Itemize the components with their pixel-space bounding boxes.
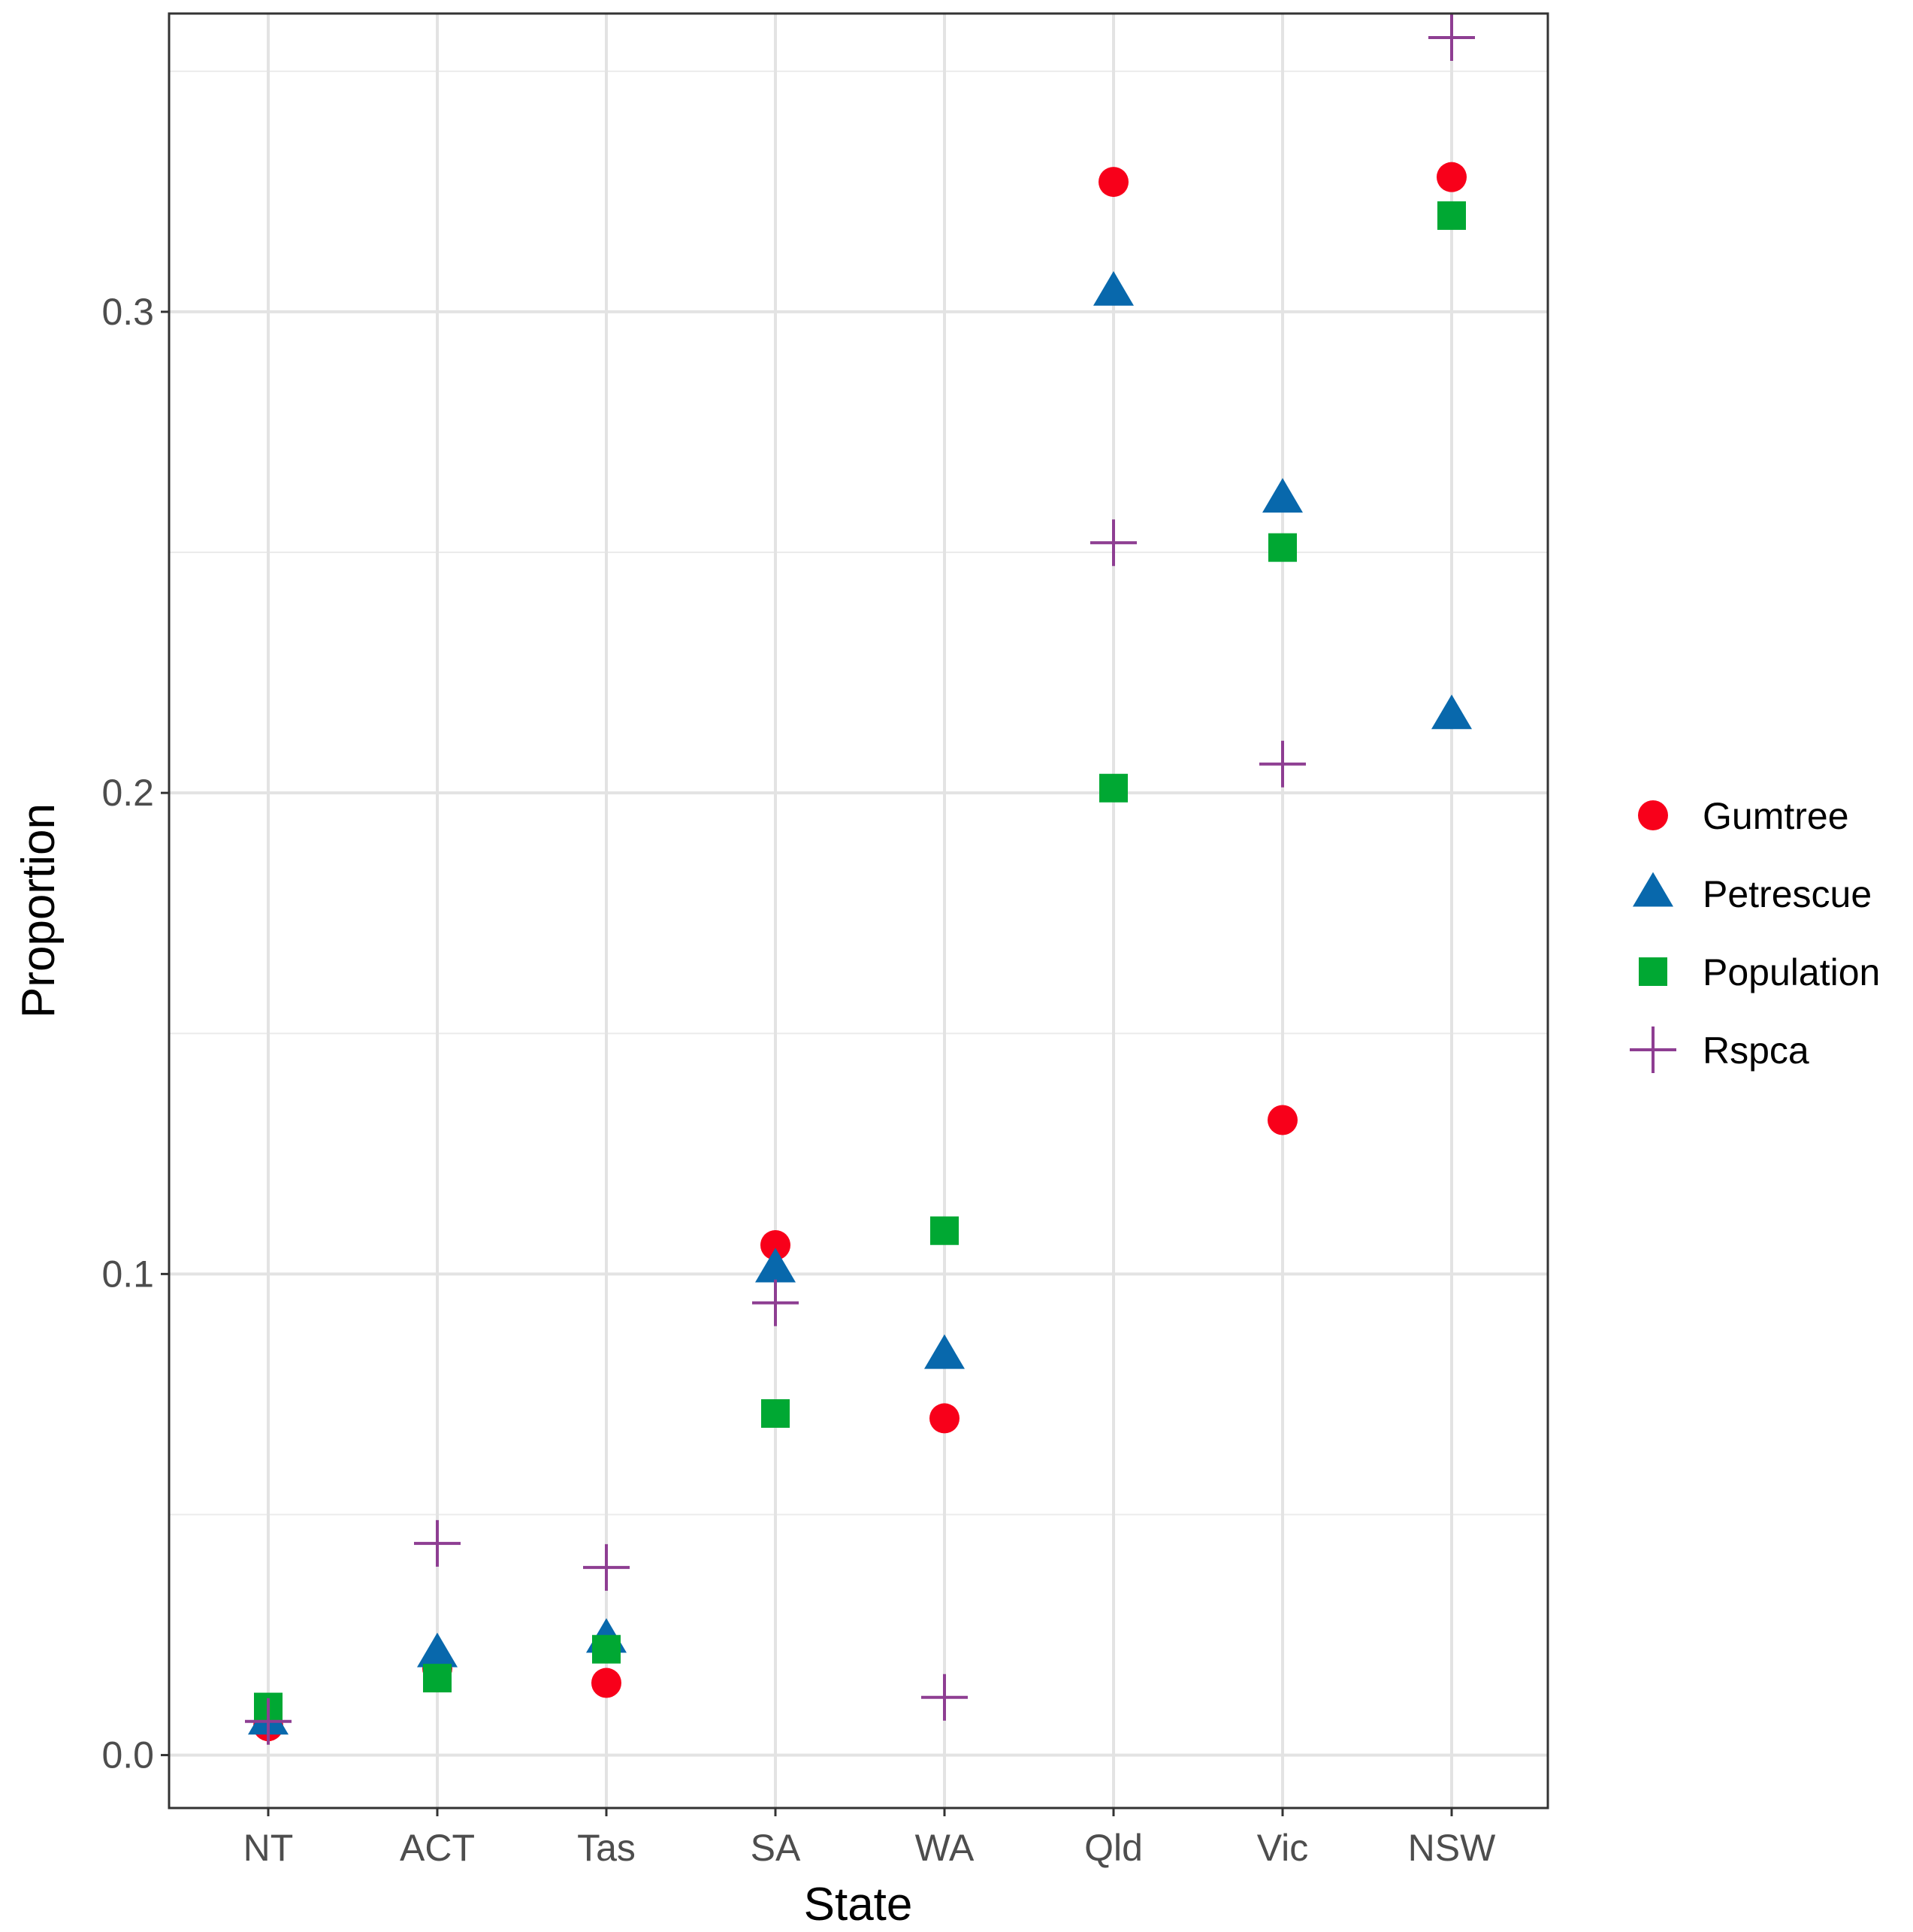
- point-population-wa: [930, 1216, 959, 1245]
- series-rspca: [245, 14, 1475, 1745]
- point-rspca-wa: [921, 1673, 968, 1721]
- point-population-nsw: [1437, 201, 1466, 230]
- x-tick-label: SA: [751, 1827, 801, 1869]
- x-tick-label: Vic: [1257, 1827, 1309, 1869]
- legend-item-petrescue: Petrescue: [1633, 872, 1872, 915]
- x-tick-label: Qld: [1084, 1827, 1143, 1869]
- point-petrescue-vic: [1262, 478, 1303, 513]
- point-rspca-nt: [245, 1698, 292, 1745]
- y-tick-label: 0.0: [101, 1734, 154, 1776]
- point-petrescue-act: [417, 1632, 458, 1667]
- legend-key-petrescue: [1633, 872, 1673, 907]
- point-gumtree-sa: [760, 1229, 790, 1260]
- x-tick-label: ACT: [400, 1827, 475, 1869]
- data-points: [245, 14, 1475, 1745]
- legend-key-rspca: [1630, 1026, 1676, 1073]
- point-rspca-tas: [583, 1543, 630, 1591]
- point-rspca-sa: [752, 1279, 799, 1326]
- x-tick-label: NSW: [1408, 1827, 1496, 1869]
- legend: Gumtree Petrescue Population Rspca: [1630, 795, 1880, 1073]
- y-tick-labels: 0.0 0.1 0.2 0.3: [101, 291, 154, 1776]
- x-tick-label: Tas: [577, 1827, 636, 1869]
- point-gumtree-vic: [1268, 1105, 1298, 1135]
- x-tick-label: WA: [915, 1827, 975, 1869]
- point-gumtree-nsw: [1437, 162, 1467, 192]
- point-population-vic: [1268, 533, 1297, 562]
- point-population-tas: [592, 1634, 621, 1664]
- point-petrescue-nsw: [1431, 694, 1472, 730]
- axis-ticks: [161, 310, 1453, 1816]
- point-population-act: [423, 1664, 452, 1693]
- legend-item-population: Population: [1639, 951, 1880, 993]
- legend-label: Population: [1703, 951, 1880, 993]
- grid-minor: [169, 70, 1548, 1516]
- y-tick-label: 0.2: [101, 772, 154, 814]
- legend-item-gumtree: Gumtree: [1638, 795, 1849, 837]
- legend-key-gumtree: [1638, 800, 1668, 830]
- grid-major: [169, 14, 1548, 1808]
- point-rspca-vic: [1259, 740, 1306, 788]
- x-tick-labels: NT ACT Tas SA WA Qld Vic NSW: [243, 1827, 1496, 1869]
- legend-item-rspca: Rspca: [1630, 1026, 1809, 1073]
- point-gumtree-wa: [929, 1403, 960, 1434]
- x-axis-title: State: [804, 1879, 913, 1930]
- point-population-qld: [1099, 773, 1128, 803]
- y-tick-label: 0.3: [101, 291, 154, 333]
- point-petrescue-qld: [1093, 271, 1134, 306]
- point-petrescue-wa: [924, 1334, 965, 1369]
- point-rspca-qld: [1090, 519, 1137, 567]
- point-rspca-nsw: [1428, 14, 1475, 62]
- legend-label: Petrescue: [1703, 873, 1872, 915]
- legend-label: Rspca: [1703, 1029, 1809, 1072]
- point-petrescue-sa: [755, 1247, 796, 1283]
- point-population-sa: [761, 1399, 790, 1429]
- legend-key-population: [1639, 957, 1667, 986]
- legend-label: Gumtree: [1703, 795, 1849, 837]
- point-gumtree-qld: [1099, 167, 1129, 198]
- point-rspca-act: [414, 1519, 461, 1567]
- panel-border: [168, 12, 1549, 1810]
- y-tick-label: 0.1: [101, 1253, 154, 1295]
- x-tick-label: NT: [243, 1827, 294, 1869]
- point-gumtree-tas: [591, 1667, 621, 1698]
- y-axis-title: Proportion: [13, 803, 65, 1018]
